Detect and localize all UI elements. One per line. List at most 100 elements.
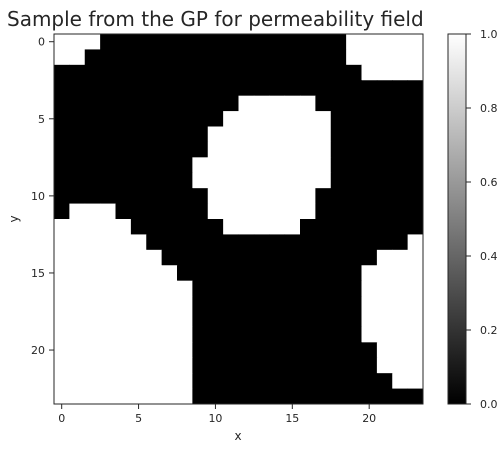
x-tick-label: 10 bbox=[208, 412, 222, 425]
heatmap-cell bbox=[392, 234, 409, 251]
heatmap-cell bbox=[100, 373, 116, 389]
heatmap-cell bbox=[253, 265, 270, 282]
heatmap-cell bbox=[269, 141, 286, 158]
heatmap-cell bbox=[69, 49, 86, 66]
heatmap-cell bbox=[161, 342, 178, 359]
heatmap-cell bbox=[300, 188, 316, 204]
heatmap-cell bbox=[223, 296, 239, 312]
heatmap-cell bbox=[361, 49, 378, 66]
heatmap-cell bbox=[315, 388, 332, 405]
y-axis-label: y bbox=[7, 215, 21, 222]
heatmap-cell bbox=[223, 80, 239, 97]
heatmap-cell bbox=[100, 157, 116, 174]
heatmap-cell bbox=[177, 34, 193, 50]
heatmap-cell bbox=[69, 141, 86, 158]
heatmap-cell bbox=[407, 234, 424, 251]
heatmap-cell bbox=[69, 311, 86, 328]
heatmap-cell bbox=[54, 373, 70, 389]
heatmap-cell bbox=[100, 342, 116, 359]
heatmap-cell bbox=[146, 234, 163, 251]
heatmap-cell bbox=[177, 64, 193, 81]
heatmap-cell bbox=[269, 64, 286, 81]
heatmap-cell bbox=[407, 80, 424, 97]
heatmap-cell bbox=[346, 172, 362, 189]
heatmap-cell bbox=[361, 388, 378, 405]
heatmap-cell bbox=[315, 172, 332, 189]
heatmap-cell bbox=[407, 111, 424, 127]
heatmap-cell bbox=[284, 265, 301, 282]
heatmap-cell bbox=[146, 111, 163, 127]
heatmap-cell bbox=[346, 234, 362, 251]
heatmap-cell bbox=[177, 342, 193, 359]
heatmap-cell bbox=[161, 95, 178, 112]
heatmap-cell bbox=[315, 157, 332, 174]
heatmap-cell bbox=[192, 64, 209, 81]
heatmap-cell bbox=[253, 141, 270, 158]
heatmap-cell bbox=[392, 80, 409, 97]
heatmap-cell bbox=[253, 326, 270, 343]
heatmap-cell bbox=[100, 296, 116, 312]
heatmap-cell bbox=[115, 64, 132, 81]
heatmap-cell bbox=[330, 80, 347, 97]
heatmap-cell bbox=[192, 357, 209, 374]
heatmap-cell bbox=[407, 188, 424, 204]
heatmap-cell bbox=[407, 311, 424, 328]
heatmap-cell bbox=[284, 326, 301, 343]
heatmap-cell bbox=[223, 249, 239, 266]
heatmap-cell bbox=[115, 188, 132, 204]
heatmap-cell bbox=[407, 296, 424, 312]
heatmap-cell bbox=[253, 188, 270, 204]
heatmap-cell bbox=[130, 296, 147, 312]
heatmap-cell bbox=[284, 357, 301, 374]
heatmap-cell bbox=[269, 388, 286, 405]
heatmap-cell bbox=[207, 280, 224, 297]
heatmap-cell bbox=[407, 157, 424, 174]
heatmap-cell bbox=[407, 141, 424, 158]
heatmap-cell bbox=[223, 95, 239, 112]
heatmap-cell bbox=[269, 265, 286, 282]
heatmap-cell bbox=[84, 373, 101, 389]
heatmap-cell bbox=[69, 388, 86, 405]
heatmap-cell bbox=[330, 373, 347, 389]
heatmap-cell bbox=[177, 280, 193, 297]
heatmap-cell bbox=[238, 34, 255, 50]
heatmap-cell bbox=[300, 265, 316, 282]
heatmap-cell bbox=[115, 95, 132, 112]
heatmap-cell bbox=[361, 234, 378, 251]
heatmap-cell bbox=[130, 49, 147, 66]
heatmap-cell bbox=[300, 219, 316, 235]
heatmap-cell bbox=[238, 249, 255, 266]
heatmap-cell bbox=[376, 141, 393, 158]
heatmap-cell bbox=[269, 296, 286, 312]
heatmap-cell bbox=[100, 172, 116, 189]
heatmap-cell bbox=[361, 126, 378, 143]
heatmap-cell bbox=[130, 95, 147, 112]
heatmap-cell bbox=[192, 141, 209, 158]
heatmap-cell bbox=[407, 49, 424, 66]
heatmap-cell bbox=[115, 326, 132, 343]
heatmap-cell bbox=[392, 342, 409, 359]
heatmap-cell bbox=[269, 126, 286, 143]
heatmap-cell bbox=[100, 141, 116, 158]
heatmap-cell bbox=[84, 126, 101, 143]
heatmap-cell bbox=[407, 34, 424, 50]
colorbar-tick-label: 0.8 bbox=[480, 102, 498, 115]
heatmap-cell bbox=[177, 357, 193, 374]
heatmap-cell bbox=[177, 296, 193, 312]
y-tick-label: 15 bbox=[31, 267, 45, 280]
heatmap-cell bbox=[100, 311, 116, 328]
heatmap-cell bbox=[238, 373, 255, 389]
heatmap-cell bbox=[192, 126, 209, 143]
heatmap-cell bbox=[376, 388, 393, 405]
heatmap-cell bbox=[100, 219, 116, 235]
heatmap-cell bbox=[300, 203, 316, 220]
heatmap-cell bbox=[69, 342, 86, 359]
heatmap-cell bbox=[84, 357, 101, 374]
heatmap-cell bbox=[161, 388, 178, 405]
heatmap-cell bbox=[315, 219, 332, 235]
heatmap-cell bbox=[376, 126, 393, 143]
heatmap-cell bbox=[392, 188, 409, 204]
heatmap-cell bbox=[69, 280, 86, 297]
heatmap-cell bbox=[392, 219, 409, 235]
heatmap-cell bbox=[146, 157, 163, 174]
